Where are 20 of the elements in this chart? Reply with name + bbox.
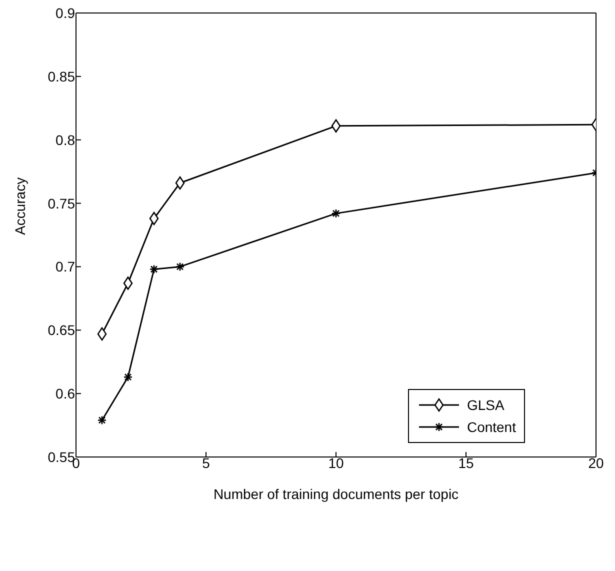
y-tick-label: 0.75: [48, 195, 76, 212]
point: [123, 276, 133, 290]
point: [175, 176, 185, 190]
x-tick-label: 10: [328, 454, 344, 471]
y-tick-label: 0.8: [56, 132, 76, 148]
legend-label: Content: [466, 419, 516, 435]
x-tick-label: 20: [588, 454, 604, 471]
y-tick-label: 0.65: [48, 322, 76, 338]
y-tick-label: 0.7: [56, 258, 76, 275]
y-tick-label: 0.6: [56, 386, 76, 402]
x-tick-label: 5: [202, 454, 210, 471]
y-tick-label: 0.85: [48, 68, 76, 84]
point: [97, 327, 107, 341]
x-tick-label: 15: [458, 454, 474, 471]
point: [149, 212, 159, 226]
y-axis-title: Accuracy: [12, 177, 28, 235]
y-tick-label: 0.9: [56, 4, 76, 21]
point: [331, 119, 341, 133]
x-axis-title: Number of training documents per topic: [213, 486, 459, 502]
legend-label: GLSA: [466, 397, 504, 413]
